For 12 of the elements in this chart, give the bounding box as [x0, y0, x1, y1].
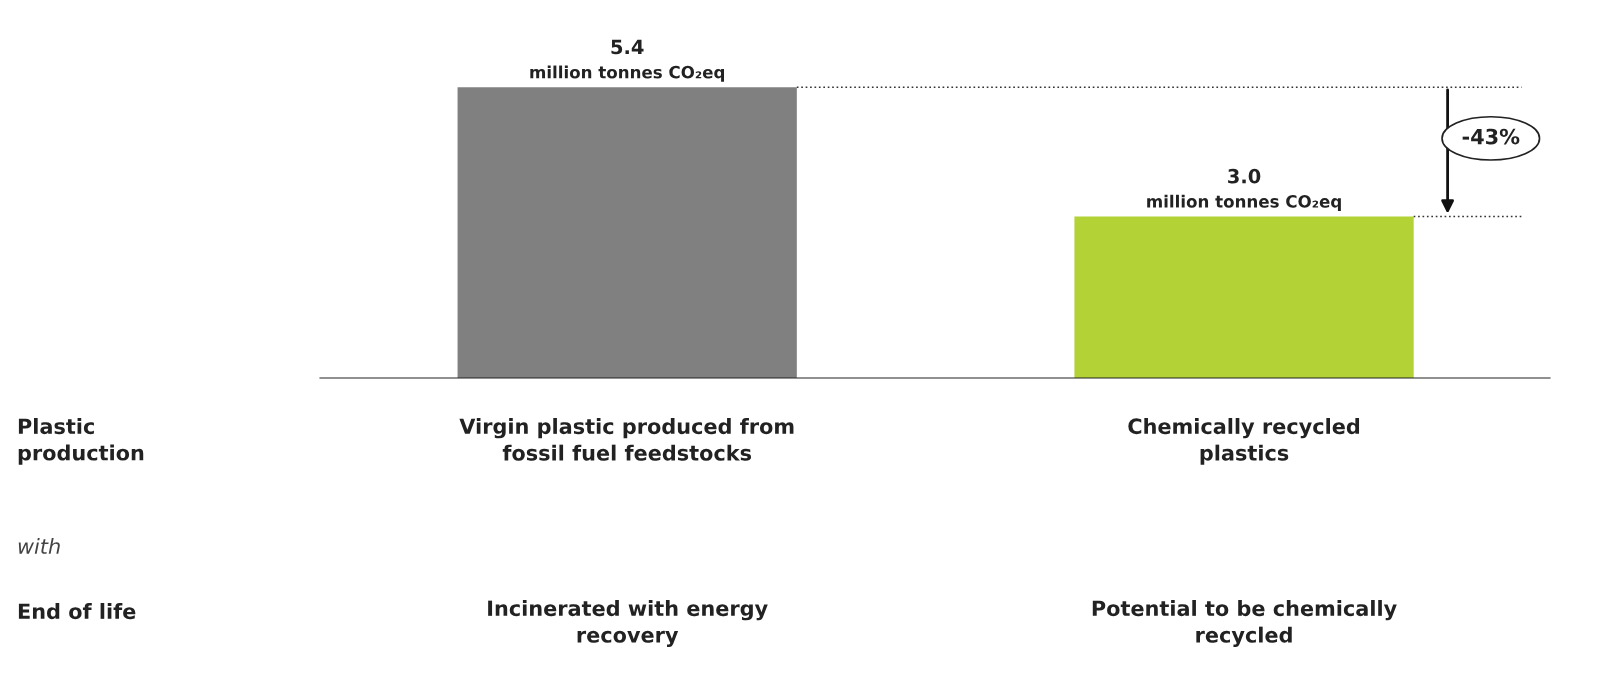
annotation: million tonnes CO₂eq [530, 65, 725, 82]
annotation: -43% [1462, 128, 1520, 145]
text: with [18, 538, 60, 554]
text: Plastic production [18, 418, 144, 465]
data-label: 3.0 [1228, 168, 1261, 184]
text: Incinerated with energy recovery [488, 600, 768, 647]
text: Potential to be chemically recycled [1092, 600, 1397, 647]
annotation: million tonnes CO₂eq [1147, 194, 1341, 211]
data-label: 5.4 [611, 39, 644, 55]
x-tick-label: Chemically recycled plastics [1128, 418, 1360, 465]
x-tick-label: Virgin plastic produced from fossil fuel feedstocks [459, 418, 794, 461]
text: End of life [18, 603, 136, 620]
